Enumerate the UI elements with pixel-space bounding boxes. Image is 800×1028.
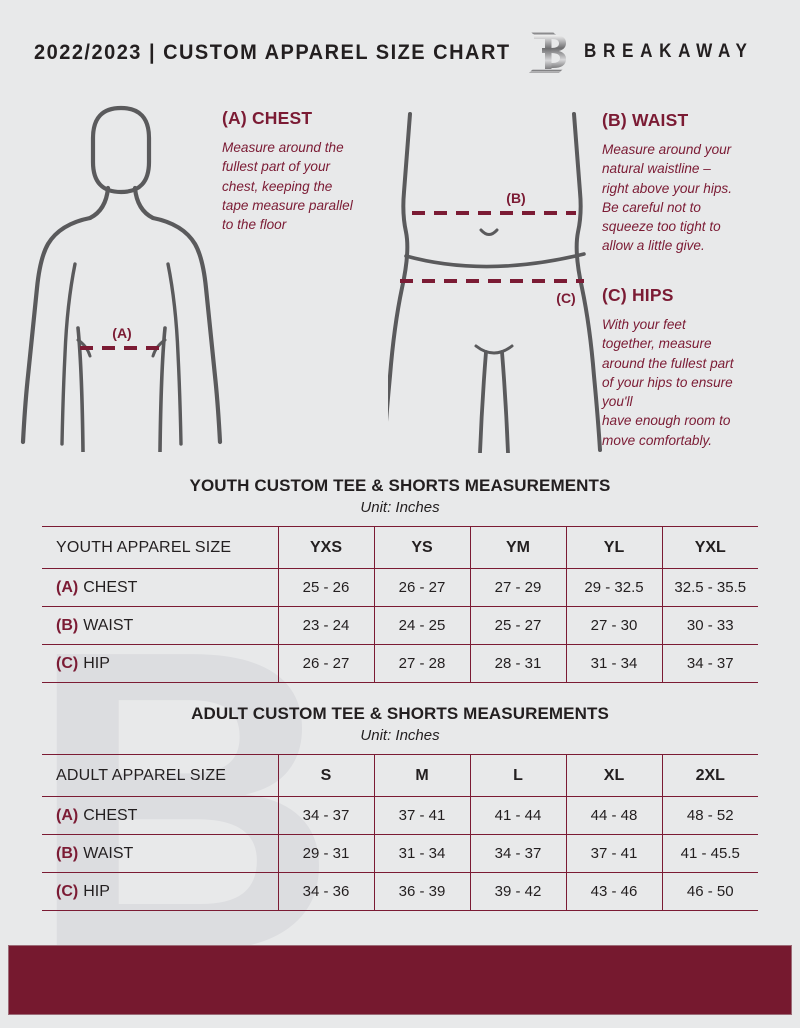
youth-size-table: YOUTH APPAREL SIZE YXS YS YM YL YXL (A) C… (42, 526, 758, 683)
youth-waist-yl: 27 - 30 (565, 606, 662, 645)
youth-size-header: YOUTH APPAREL SIZE (42, 526, 278, 569)
adult-hip-m: 36 - 39 (373, 872, 470, 911)
adult-row-tag-b: (B) (56, 844, 79, 862)
adult-row-name-waist: WAIST (83, 844, 134, 862)
adult-hip-l: 39 - 42 (469, 872, 566, 911)
brand-wordmark: BREAKAWAY (583, 41, 754, 62)
table-row: (C) HIP 34 - 36 36 - 39 39 - 42 43 - 46 4… (42, 872, 758, 911)
adult-row-name-hip: HIP (83, 882, 110, 900)
table-row: (C) HIP 26 - 27 27 - 28 28 - 31 31 - 34 3… (42, 644, 758, 683)
youth-row-tag-a: (A) (56, 578, 79, 596)
adult-hip-2xl: 46 - 50 (661, 872, 758, 911)
upper-body-chest-diagram: (A) (20, 105, 223, 452)
adult-row-label-waist: (B) WAIST (42, 834, 278, 873)
adult-waist-s: 29 - 31 (277, 834, 374, 873)
youth-row-label-hip: (C) HIP (42, 644, 278, 683)
youth-size-col-2: YS (373, 526, 470, 569)
table-row: (B) WAIST 23 - 24 24 - 25 25 - 27 27 - 30… (42, 606, 758, 645)
adult-chest-2xl: 48 - 52 (661, 796, 758, 835)
youth-chest-ym: 27 - 29 (469, 568, 566, 607)
youth-waist-ym: 25 - 27 (469, 606, 566, 645)
adult-size-header: ADULT APPAREL SIZE (42, 754, 278, 797)
youth-chest-ys: 26 - 27 (373, 568, 470, 607)
youth-size-col-3: YM (469, 526, 566, 569)
adult-size-col-4: XL (565, 754, 662, 797)
youth-size-col-4: YL (565, 526, 662, 569)
adult-table-title: ADULT CUSTOM TEE & SHORTS MEASUREMENTS (191, 704, 609, 723)
adult-waist-2xl: 41 - 45.5 (661, 834, 758, 873)
adult-row-tag-a: (A) (56, 806, 79, 824)
adult-chest-s: 34 - 37 (277, 796, 374, 835)
breakaway-b-monogram-icon (528, 32, 566, 73)
youth-row-label-waist: (B) WAIST (42, 606, 278, 645)
adult-chest-xl: 44 - 48 (565, 796, 662, 835)
adult-row-tag-c: (C) (56, 882, 79, 900)
youth-row-tag-c: (C) (56, 654, 79, 672)
callout-waist-title: (B) WAIST (602, 110, 689, 130)
adult-chest-l: 41 - 44 (469, 796, 566, 835)
adult-size-col-2: M (373, 754, 470, 797)
adult-waist-xl: 37 - 41 (565, 834, 662, 873)
adult-waist-l: 34 - 37 (469, 834, 566, 873)
adult-table-header-row: ADULT APPAREL SIZE S M L XL 2XL (42, 754, 758, 797)
callout-hips-title: (C) HIPS (602, 285, 674, 305)
waist-measure-label: (B) (506, 190, 525, 206)
callout-waist: (B) WAIST Measure around your natural wa… (602, 110, 782, 256)
youth-waist-ys: 24 - 25 (373, 606, 470, 645)
page-header: 2022/2023 | CUSTOM APPAREL SIZE CHART (0, 0, 800, 92)
callout-chest-body: Measure around the fullest part of your … (222, 140, 353, 233)
youth-hip-yxl: 34 - 37 (661, 644, 758, 683)
callout-waist-body: Measure around your natural waistline – … (602, 142, 732, 254)
youth-table-title: YOUTH CUSTOM TEE & SHORTS MEASUREMENTS (189, 476, 611, 495)
youth-row-label-chest: (A) CHEST (42, 568, 278, 607)
adult-row-label-chest: (A) CHEST (42, 796, 278, 835)
youth-size-col-5: YXL (661, 526, 758, 569)
youth-waist-yxs: 23 - 24 (277, 606, 374, 645)
adult-chest-m: 37 - 41 (373, 796, 470, 835)
youth-hip-ym: 28 - 31 (469, 644, 566, 683)
callout-chest: (A) CHEST Measure around the fullest par… (222, 108, 400, 234)
adult-hip-s: 34 - 36 (277, 872, 374, 911)
youth-hip-yxs: 26 - 27 (277, 644, 374, 683)
adult-hip-xl: 43 - 46 (565, 872, 662, 911)
youth-hip-ys: 27 - 28 (373, 644, 470, 683)
adult-row-name-chest: CHEST (83, 806, 138, 824)
lower-body-waist-hip-diagram: (B) (C) (388, 112, 602, 453)
youth-chest-yl: 29 - 32.5 (565, 568, 662, 607)
youth-measurements-section: YOUTH CUSTOM TEE & SHORTS MEASUREMENTS U… (42, 476, 758, 683)
chest-measure-label: (A) (112, 325, 131, 341)
youth-row-tag-b: (B) (56, 616, 79, 634)
callout-hips-body: With your feet together, measure around … (602, 317, 734, 448)
adult-measurements-section: ADULT CUSTOM TEE & SHORTS MEASUREMENTS U… (42, 704, 758, 911)
youth-table-unit: Unit: Inches (360, 499, 440, 516)
youth-row-name-waist: WAIST (83, 616, 134, 634)
adult-size-table: ADULT APPAREL SIZE S M L XL 2XL (A) CHEST… (42, 754, 758, 911)
youth-chest-yxl: 32.5 - 35.5 (661, 568, 758, 607)
adult-size-col-3: L (469, 754, 566, 797)
youth-row-name-hip: HIP (83, 654, 110, 672)
youth-row-name-chest: CHEST (83, 578, 138, 596)
brand-lockup: BREAKAWAY (528, 30, 772, 74)
callout-hips: (C) HIPS With your feet together, measur… (602, 285, 782, 450)
adult-waist-m: 31 - 34 (373, 834, 470, 873)
hip-measure-label: (C) (556, 290, 575, 306)
youth-table-header-row: YOUTH APPAREL SIZE YXS YS YM YL YXL (42, 526, 758, 569)
youth-hip-yl: 31 - 34 (565, 644, 662, 683)
page-title: 2022/2023 | CUSTOM APPAREL SIZE CHART (34, 40, 511, 64)
adult-size-col-1: S (277, 754, 374, 797)
table-row: (A) CHEST 25 - 26 26 - 27 27 - 29 29 - 32… (42, 568, 758, 607)
youth-chest-yxs: 25 - 26 (277, 568, 374, 607)
callout-chest-title: (A) CHEST (222, 108, 313, 128)
youth-waist-yxl: 30 - 33 (661, 606, 758, 645)
table-row: (B) WAIST 29 - 31 31 - 34 34 - 37 37 - 41… (42, 834, 758, 873)
adult-table-unit: Unit: Inches (360, 727, 440, 744)
youth-size-col-1: YXS (277, 526, 374, 569)
adult-size-col-5: 2XL (661, 754, 758, 797)
footer-accent-bar (8, 945, 792, 1015)
adult-row-label-hip: (C) HIP (42, 872, 278, 911)
table-row: (A) CHEST 34 - 37 37 - 41 41 - 44 44 - 48… (42, 796, 758, 835)
